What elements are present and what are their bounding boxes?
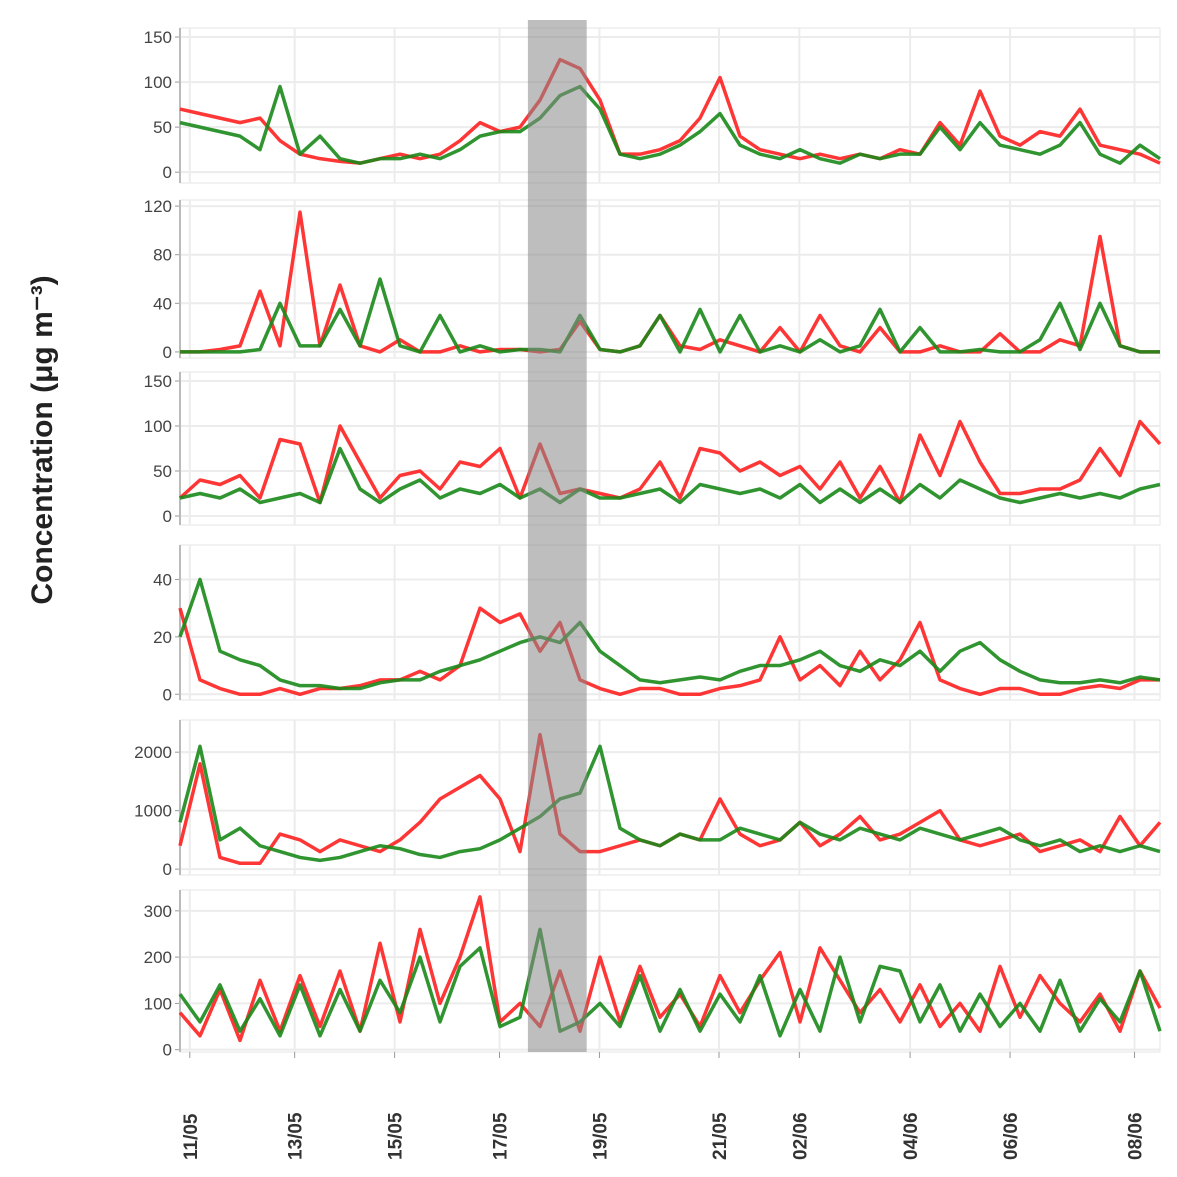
y-tick-label: 40 bbox=[153, 294, 172, 313]
series-green-line bbox=[178, 744, 1161, 863]
panel-background bbox=[179, 27, 1161, 184]
y-tick-label: 150 bbox=[144, 28, 172, 47]
x-tick-label: 06/06 bbox=[1001, 1112, 1022, 1160]
x-tick-label: 17/05 bbox=[490, 1112, 511, 1160]
series-green-line bbox=[180, 277, 1160, 354]
series-red-line bbox=[178, 419, 1162, 505]
y-tick-label: 100 bbox=[144, 417, 172, 436]
panel-background bbox=[179, 371, 1161, 526]
panel-1: 0 50 100 150 bbox=[144, 27, 1161, 184]
panel-3: 0 50 100 150 bbox=[144, 371, 1162, 526]
panel-background bbox=[179, 889, 1161, 1053]
y-tick-label: 300 bbox=[144, 902, 172, 921]
series-green-line bbox=[178, 577, 1161, 691]
y-tick-label: 100 bbox=[144, 73, 172, 92]
panel-4: 0 20 40 bbox=[153, 544, 1161, 704]
x-tick-label: 08/06 bbox=[1126, 1112, 1147, 1160]
series-green-line bbox=[179, 446, 1161, 505]
panel-5: 0 1000 2000 bbox=[134, 719, 1162, 879]
y-tick-label: 1000 bbox=[134, 802, 172, 821]
panel-background bbox=[179, 544, 1161, 701]
y-tick-label: 50 bbox=[153, 462, 172, 481]
x-tick-label: 15/05 bbox=[386, 1112, 407, 1160]
x-tick-label: 19/05 bbox=[590, 1112, 611, 1160]
y-tick-label: 200 bbox=[144, 948, 172, 967]
y-tick-label: 150 bbox=[144, 372, 172, 391]
x-tick-label: 11/05 bbox=[181, 1113, 202, 1160]
series-red-line bbox=[179, 57, 1161, 165]
x-tick-label: 13/05 bbox=[286, 1112, 307, 1160]
panel-2: 0 40 80 120 bbox=[144, 197, 1161, 362]
y-tick-label: 0 bbox=[163, 1041, 172, 1060]
series-green-line bbox=[178, 927, 1162, 1038]
y-tick-label: 100 bbox=[144, 994, 172, 1013]
y-tick-label: 0 bbox=[163, 685, 172, 704]
y-tick-label: 50 bbox=[153, 118, 172, 137]
y-tick-label: 120 bbox=[144, 197, 172, 216]
x-tick-label: 04/06 bbox=[901, 1112, 922, 1160]
y-tick-label: 80 bbox=[153, 246, 172, 265]
x-tick-label: 02/06 bbox=[790, 1112, 811, 1160]
y-tick-label: 40 bbox=[153, 570, 172, 589]
series-green-line bbox=[179, 84, 1161, 165]
series-red-line bbox=[178, 895, 1162, 1043]
y-tick-label: 2000 bbox=[134, 743, 172, 762]
y-tick-label: 0 bbox=[163, 163, 172, 182]
highlight-band bbox=[527, 20, 587, 1052]
y-tick-label: 0 bbox=[163, 507, 172, 526]
y-tick-label: 20 bbox=[153, 628, 172, 647]
panel-6: 0 100 200 300 bbox=[144, 889, 1162, 1060]
y-tick-label: 0 bbox=[163, 860, 172, 879]
y-axis-title: Concentration (μg m⁻³) bbox=[26, 275, 59, 604]
y-tick-label: 0 bbox=[163, 343, 172, 362]
x-tick-label: 21/05 bbox=[710, 1112, 731, 1160]
panel-background bbox=[179, 719, 1161, 876]
